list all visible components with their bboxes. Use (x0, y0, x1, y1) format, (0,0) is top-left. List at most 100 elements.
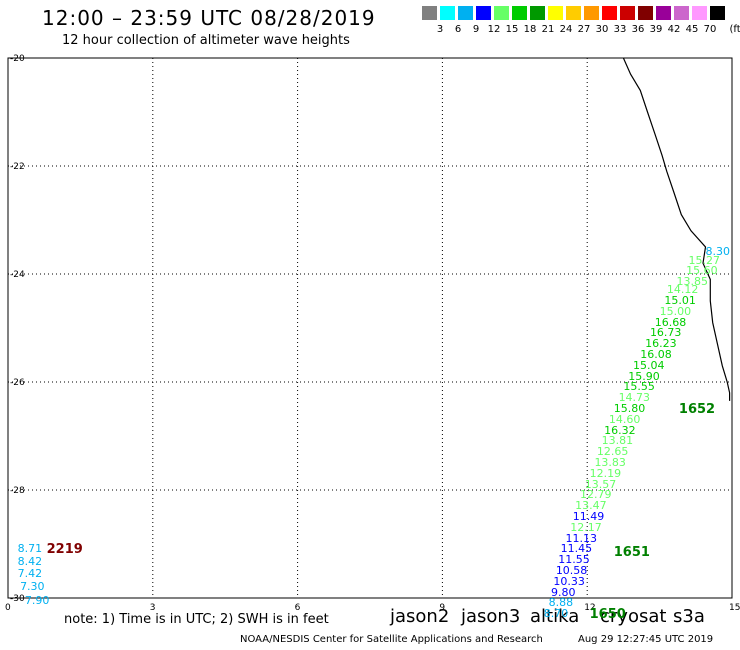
scale-label: 42 (667, 24, 681, 35)
wave-height-label: 11.13 (565, 531, 597, 545)
pass-time-label: 1651 (613, 545, 650, 561)
scale-label: 3 (436, 24, 444, 35)
wave-height-label: 15.00 (659, 304, 692, 318)
wave-height-label: 7.90 (24, 593, 50, 607)
map-subtitle: 12 hour collection of altimeter wave hei… (62, 33, 350, 48)
wave-height-label: 8.30 (705, 245, 730, 259)
wave-height-label: 13.85 (676, 275, 708, 289)
credit-footer: NOAA/NESDIS Center for Satellite Applica… (240, 634, 543, 645)
scale-swatch (656, 6, 671, 20)
wave-height-label: 15.60 (686, 264, 718, 278)
wave-height-label: 15.27 (688, 253, 721, 267)
scale-swatch (620, 6, 635, 20)
legend-altika: altika (530, 606, 580, 627)
scale-label: 15 (505, 24, 519, 35)
wave-height-label: 7.42 (17, 567, 43, 581)
wave-height-label: 11.45 (560, 542, 593, 556)
lon-tick-label: 9 (439, 603, 445, 613)
wave-height-label: 15.80 (613, 402, 646, 415)
lon-tick-label: 3 (150, 603, 156, 613)
wave-height-label: 15.04 (633, 358, 665, 372)
scale-swatch (638, 6, 653, 20)
wave-height-label: 12.65 (596, 445, 629, 459)
lon-tick-label: 6 (295, 603, 301, 613)
wave-height-label: 14.60 (608, 412, 641, 426)
pass-time-label: 2219 (46, 542, 83, 558)
scale-swatch (602, 6, 617, 20)
scale-label: 9 (472, 24, 480, 35)
wave-height-label: 7.30 (20, 580, 45, 594)
scale-label: 18 (523, 24, 537, 35)
scale-swatch (440, 6, 455, 20)
wave-height-label: 16.23 (645, 337, 677, 351)
wave-height-label: 16.08 (640, 348, 672, 361)
wave-height-label: 11.49 (572, 510, 605, 523)
wave-height-label: 13.47 (575, 499, 607, 513)
scale-swatch (476, 6, 491, 20)
wave-height-label: 15.90 (628, 369, 660, 383)
scale-swatch (674, 6, 689, 20)
wave-height-label: 15.01 (664, 294, 696, 307)
wave-height-label: 10.33 (553, 574, 585, 588)
scale-label: 45 (685, 24, 699, 35)
scale-swatch (566, 6, 581, 20)
scale-swatch (530, 6, 545, 20)
wave-height-label: 9.80 (551, 585, 576, 599)
wave-height-label: 16.32 (604, 423, 636, 437)
generated-timestamp: Aug 29 12:27:45 UTC 2019 (578, 634, 714, 645)
scale-label: 6 (454, 24, 462, 35)
lat-tick-label: -20 (10, 54, 25, 64)
scale-swatch (422, 6, 437, 20)
legend-jason3: jason3 (461, 606, 521, 627)
wave-height-label: 12.17 (570, 520, 602, 534)
lat-tick-label: -30 (10, 594, 25, 604)
wave-height-label: 8.70 (543, 607, 569, 621)
pass-time-label: 1650 (589, 607, 626, 623)
wave-height-label: 13.57 (584, 477, 617, 491)
footnote: note: 1) Time is in UTC; 2) SWH is in fe… (64, 612, 329, 627)
pass-time-label: 1652 (678, 402, 716, 417)
wave-height-label: 13.83 (594, 456, 626, 469)
wave-height-label: 15.55 (623, 380, 655, 394)
map-title: 12:00 – 23:59 UTC 08/28/2019 (42, 6, 376, 30)
wave-height-label: 11.55 (558, 553, 590, 567)
lat-tick-label: -24 (10, 270, 25, 280)
lat-tick-label: -26 (10, 378, 25, 388)
legend-jason2: jason2 (390, 606, 450, 627)
lon-tick-label: 0 (5, 603, 11, 613)
lon-tick-label: 15 (729, 603, 740, 613)
wave-height-label: 13.81 (601, 434, 634, 448)
wave-height-label: 12.19 (589, 466, 622, 480)
wave-height-label: 14.73 (618, 391, 651, 405)
scale-label: 27 (577, 24, 591, 35)
scale-label: 36 (631, 24, 645, 35)
lon-tick-label: 12 (584, 603, 595, 613)
lat-tick-label: -28 (10, 486, 25, 496)
scale-swatch (710, 6, 725, 20)
scale-label: 33 (613, 24, 627, 35)
scale-swatch (512, 6, 527, 20)
legend-cryosat: cryosat (600, 606, 667, 627)
scale-label: 39 (649, 24, 663, 35)
scale-swatch (584, 6, 599, 20)
wave-height-label: 14.12 (666, 283, 699, 297)
scale-unit: (ft) (729, 24, 740, 35)
wave-height-label: 12.79 (579, 488, 612, 502)
scale-swatch (548, 6, 563, 20)
wave-height-label: 16.68 (654, 315, 687, 329)
wave-height-label: 10.58 (555, 564, 588, 577)
coastline (622, 57, 731, 401)
scale-label: 12 (487, 24, 501, 35)
scale-swatch (458, 6, 473, 20)
map-frame (7, 57, 733, 599)
wave-height-label: 8.42 (17, 554, 43, 568)
lat-tick-label: -22 (10, 162, 25, 172)
scale-label: 24 (559, 24, 573, 35)
scale-label: 30 (595, 24, 609, 35)
legend-s3a: s3a (673, 606, 705, 627)
scale-label: 70 (703, 24, 717, 35)
wave-height-label: 16.73 (649, 326, 682, 340)
scale-label: 21 (541, 24, 555, 35)
wave-height-label: 8.88 (548, 596, 574, 610)
